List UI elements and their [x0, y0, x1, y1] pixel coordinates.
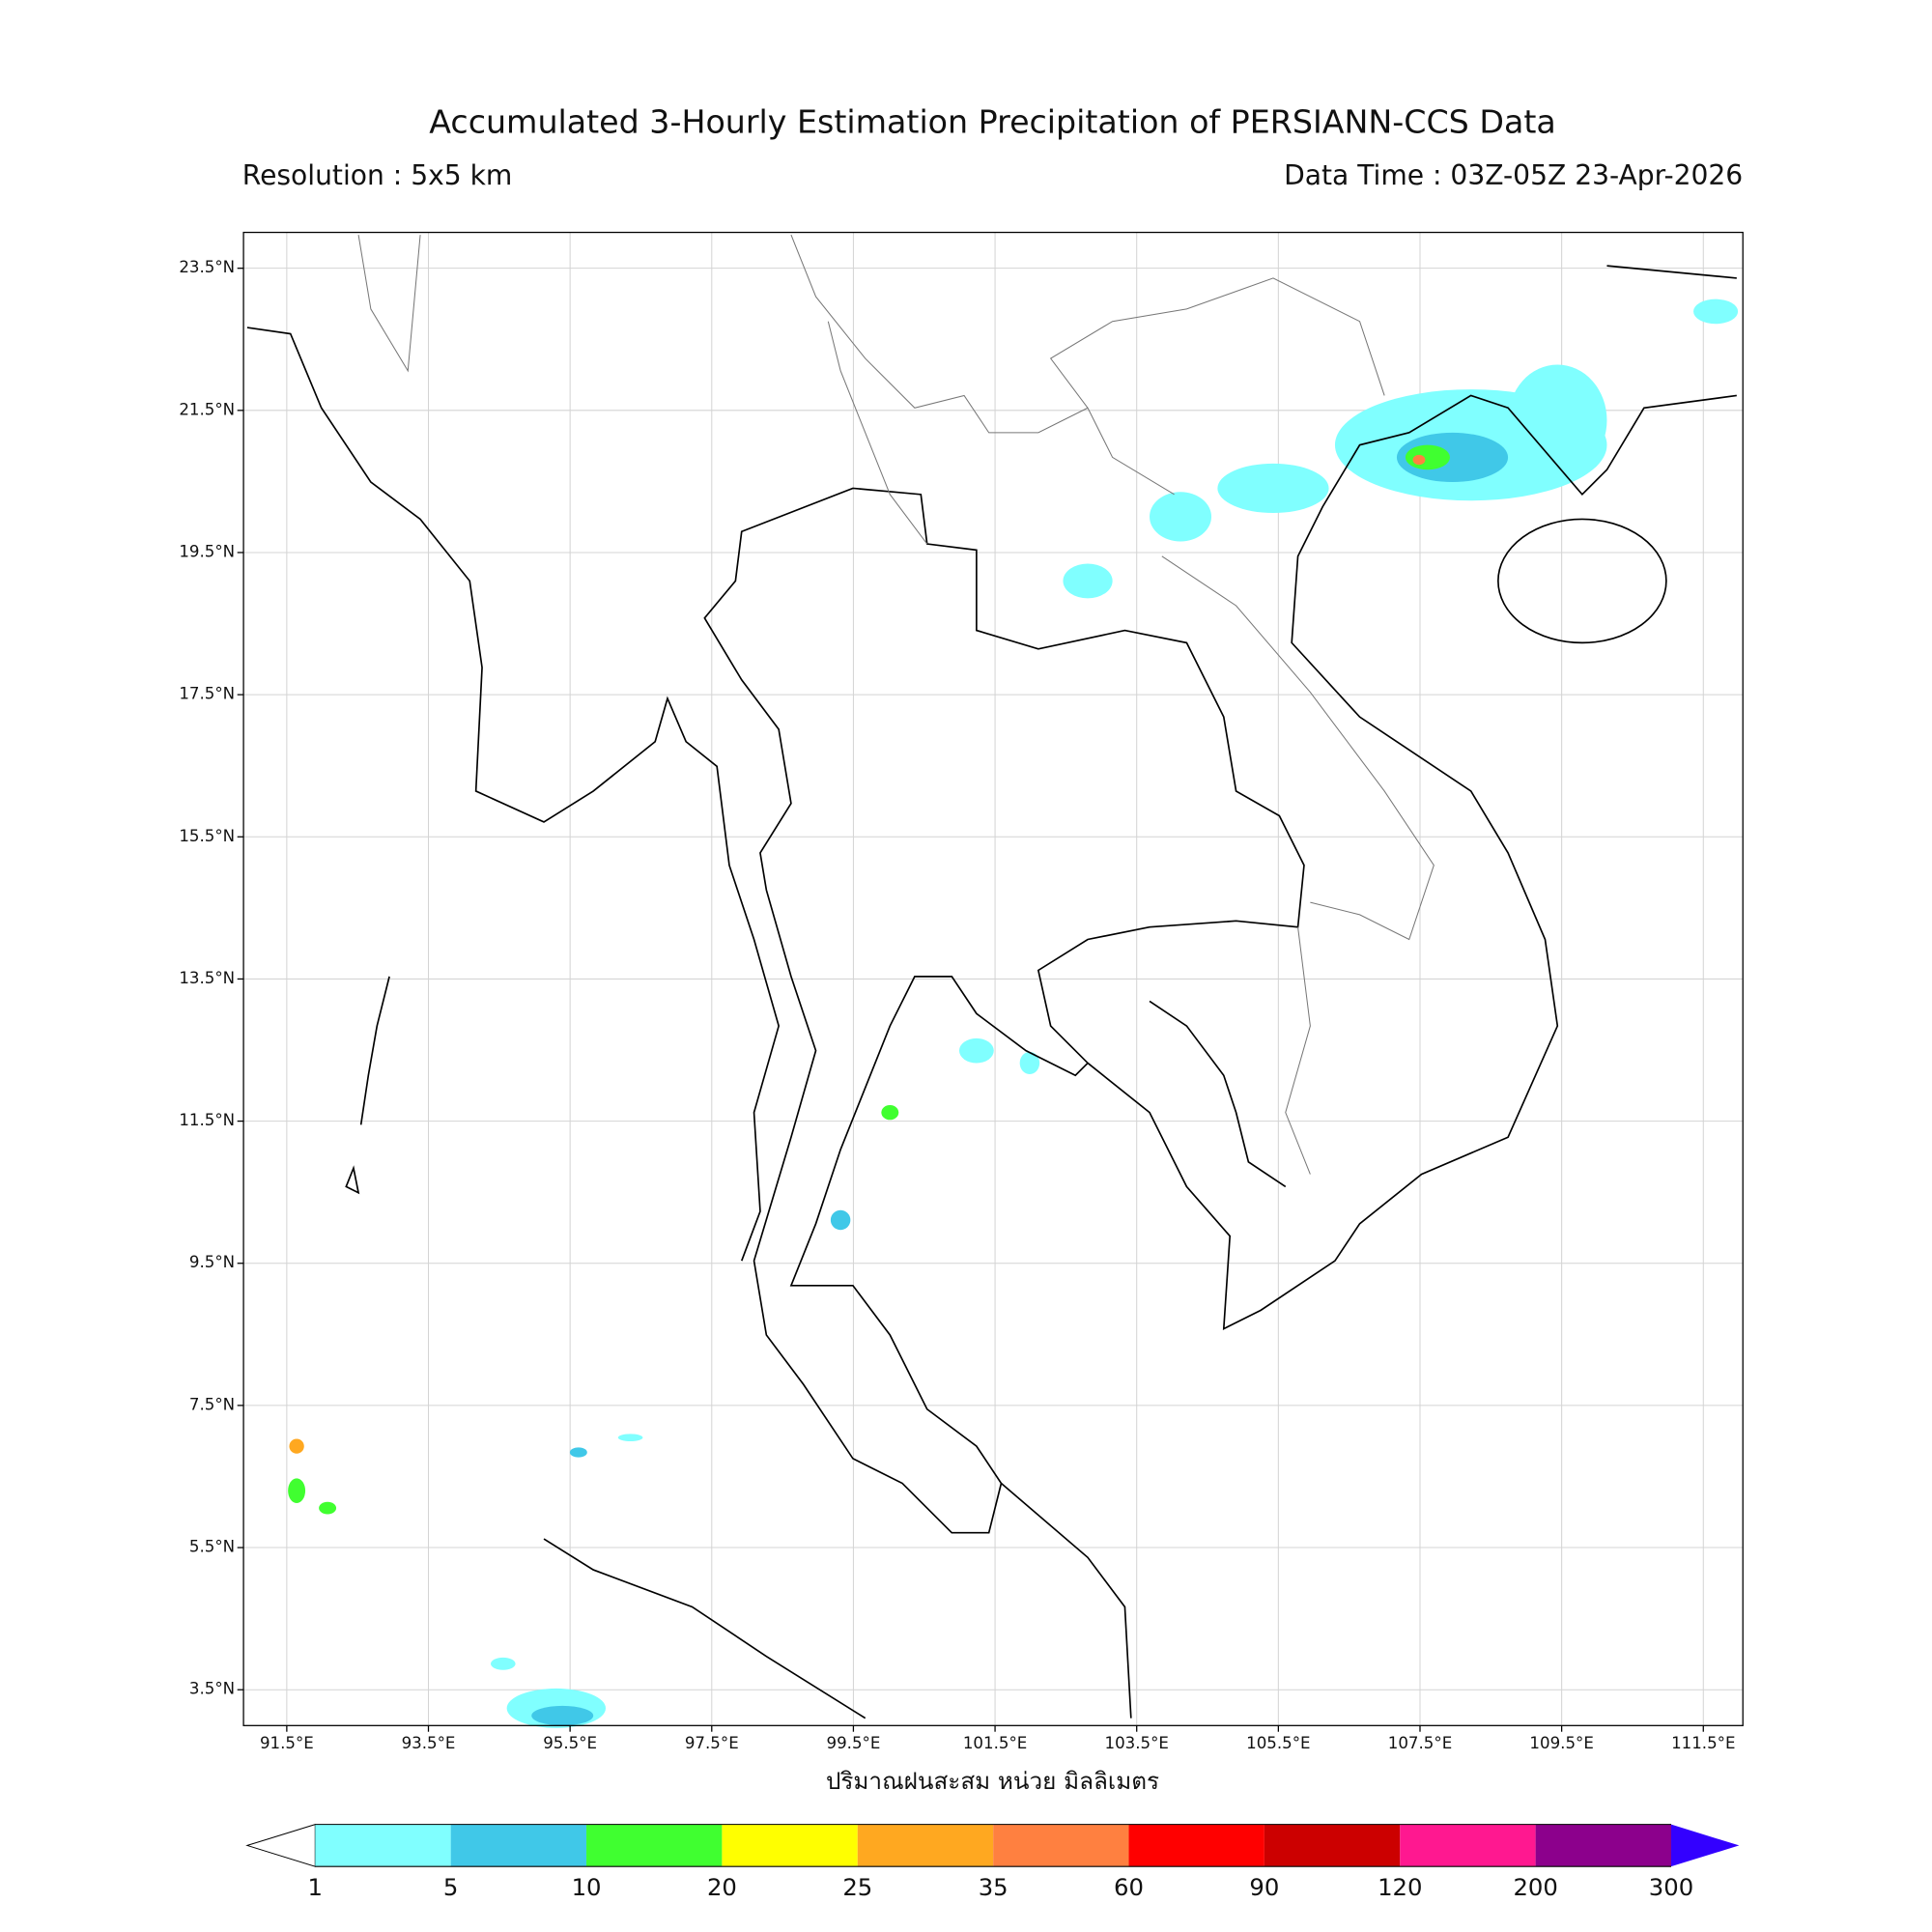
lat-tick-label: 17.5°N	[179, 685, 235, 703]
lon-tick-label: 93.5°E	[402, 1734, 456, 1752]
lat-tick-label: 3.5°N	[189, 1680, 235, 1698]
myanmar-coast	[246, 327, 781, 1262]
rain-area	[1508, 364, 1607, 476]
colorbar-box	[1535, 1824, 1672, 1867]
lat-tick-label: 15.5°N	[179, 827, 235, 845]
rain-area	[288, 1478, 306, 1503]
rain-area	[1396, 432, 1509, 483]
x-axis-label: ปริมาณฝนสะสม หน่วย มิลลิเมตร	[826, 1767, 1159, 1795]
lat-tick-label: 7.5°N	[189, 1395, 235, 1413]
grid	[243, 232, 1744, 1726]
colorbar-label: 300	[1649, 1873, 1693, 1901]
lon-tick-label: 95.5°E	[543, 1734, 597, 1752]
colorbar-box	[993, 1824, 1129, 1867]
rain-area	[881, 1104, 899, 1121]
colorbar-label: 90	[1249, 1873, 1279, 1901]
rain-area	[1693, 298, 1739, 325]
lon-tick-label: 103.5°E	[1105, 1734, 1169, 1752]
malay-peninsula	[1000, 1482, 1132, 1719]
rain-area	[617, 1434, 643, 1442]
rain-area	[490, 1657, 516, 1670]
colorbar-label: 10	[572, 1873, 602, 1901]
colorbar-label: 25	[842, 1873, 872, 1901]
title: Accumulated 3-Hourly Estimation Precipit…	[429, 102, 1555, 140]
lon-tick-label: 101.5°E	[963, 1734, 1027, 1752]
lon-tick-label: 91.5°E	[260, 1734, 314, 1752]
rain-area	[1217, 463, 1329, 514]
rain-area	[289, 1438, 304, 1454]
colorbar-label: 200	[1513, 1873, 1557, 1901]
colorbar-label: 35	[979, 1873, 1009, 1901]
over-arrow	[1671, 1824, 1740, 1867]
rain-area	[1019, 1051, 1040, 1074]
colorbar-box	[450, 1824, 587, 1867]
rain-area	[1412, 454, 1426, 466]
colorbar-label: 60	[1114, 1873, 1144, 1901]
colorbar-label: 20	[707, 1873, 737, 1901]
lat-tick-label: 21.5°N	[179, 400, 235, 418]
lon-tick-label: 111.5°E	[1671, 1734, 1735, 1752]
colorbar-label: 120	[1378, 1873, 1422, 1901]
lon-tick-label: 97.5°E	[685, 1734, 739, 1752]
rain-area	[1063, 563, 1113, 599]
colorbar-box	[722, 1824, 858, 1867]
data-time: Data Time : 03Z-05Z 23-Apr-2026	[1284, 159, 1743, 191]
rain-area	[1150, 492, 1211, 542]
tonle-sap	[1149, 1000, 1287, 1188]
thailand-outline	[703, 487, 1305, 1534]
lon-tick-label: 109.5°E	[1529, 1734, 1593, 1752]
lat-tick-label: 19.5°N	[179, 542, 235, 560]
lat-tick-label: 23.5°N	[179, 258, 235, 276]
borders	[357, 234, 1435, 1175]
rain-area	[958, 1037, 994, 1064]
rain-area	[531, 1705, 594, 1726]
rain-area	[830, 1209, 851, 1231]
rainfall	[288, 298, 1739, 1728]
colorbar: 1 5 10 20 25 35 60 90 120 200 300	[245, 1823, 1740, 1901]
under-arrow	[245, 1823, 316, 1867]
rain-area	[569, 1447, 587, 1458]
coastlines	[246, 234, 1737, 1719]
lat-tick-label: 11.5°N	[179, 1111, 235, 1129]
colorbar-box	[586, 1824, 723, 1867]
resolution: Resolution : 5x5 km	[242, 159, 513, 191]
lon-tick-label: 105.5°E	[1246, 1734, 1310, 1752]
hainan	[1497, 518, 1667, 644]
lon-tick-label: 99.5°E	[827, 1734, 881, 1752]
lon-tick-label: 107.5°E	[1388, 1734, 1452, 1752]
andaman-islands	[345, 976, 390, 1195]
rain-area	[319, 1501, 337, 1515]
lat-tick-label: 9.5°N	[189, 1253, 235, 1271]
lat-tick-label: 5.5°N	[189, 1538, 235, 1556]
colorbar-box	[857, 1824, 994, 1867]
colorbar-box	[1264, 1824, 1401, 1867]
indochina-coast	[1087, 265, 1737, 1330]
colorbar-box	[315, 1824, 451, 1867]
lat-tick-label: 13.5°N	[179, 969, 235, 987]
axis-ticks: 23.5°N 21.5°N 19.5°N 17.5°N 15.5°N 13.5°N 11.5…	[179, 258, 1735, 1752]
colorbar-box	[1128, 1824, 1264, 1867]
colorbar-label: 5	[443, 1873, 458, 1901]
sumatra	[543, 1538, 867, 1719]
colorbar-label: 1	[308, 1873, 323, 1901]
colorbar-box	[1400, 1824, 1536, 1867]
rain-area	[1405, 444, 1450, 470]
